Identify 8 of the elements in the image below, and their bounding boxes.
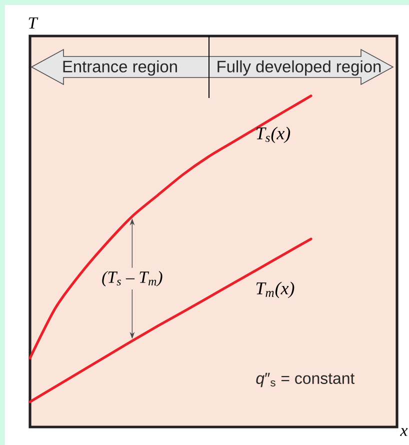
annotation: (T$_{s}$ – T$_{m}$): [102, 270, 162, 286]
annotation: q″$_{s}$ = constant: [256, 372, 355, 388]
series-label: T$_{m}$(x): [256, 282, 294, 298]
x-axis-title: x: [400, 428, 408, 436]
text: Fully developed region: [218, 60, 381, 76]
text: Entrance region: [63, 60, 177, 76]
series-label: T$_{s}$(x): [256, 126, 290, 144]
y-axis-title: T: [28, 17, 38, 29]
